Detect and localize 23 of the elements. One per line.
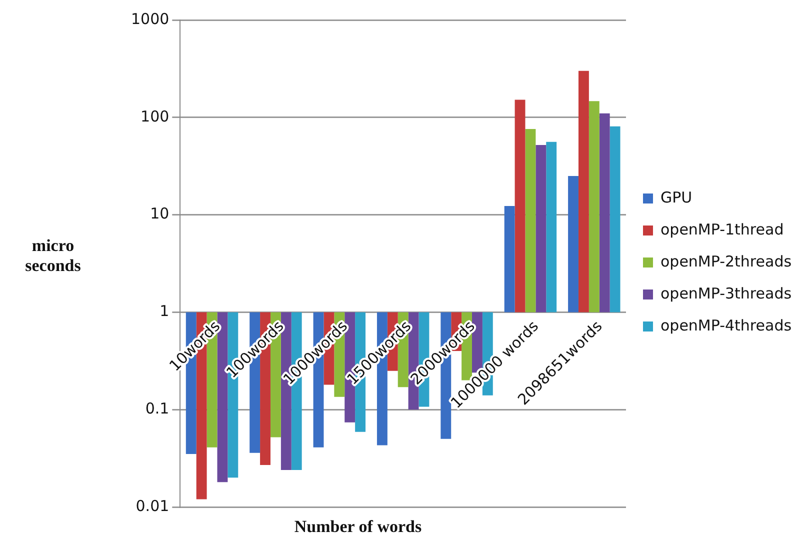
- y-tick-label: 0.01: [136, 496, 170, 515]
- bar: [610, 126, 620, 312]
- legend-label: GPU: [660, 188, 692, 206]
- bar: [536, 145, 546, 312]
- bar: [578, 70, 589, 312]
- legend-label: openMP-4threads: [660, 316, 792, 334]
- bar: [504, 206, 515, 312]
- y-tick-label: 100: [140, 107, 170, 126]
- bar: [525, 129, 536, 312]
- legend-label: openMP-1thread: [660, 220, 784, 238]
- x-axis-title: Number of words: [293, 517, 423, 537]
- y-tick-label: 10: [150, 204, 170, 223]
- bar: [546, 142, 557, 312]
- legend-label: openMP-3threads: [660, 284, 792, 302]
- y-tick-label: 1: [160, 302, 170, 320]
- legend-label: openMP-2threads: [660, 252, 792, 270]
- bar: [588, 101, 600, 312]
- y-axis-title: micro seconds: [24, 236, 82, 276]
- bar: [599, 113, 610, 312]
- bar: [568, 176, 578, 312]
- y-tick-label: 0.1: [145, 399, 170, 418]
- y-tick-label: 1000: [130, 10, 170, 28]
- bar: [514, 100, 526, 312]
